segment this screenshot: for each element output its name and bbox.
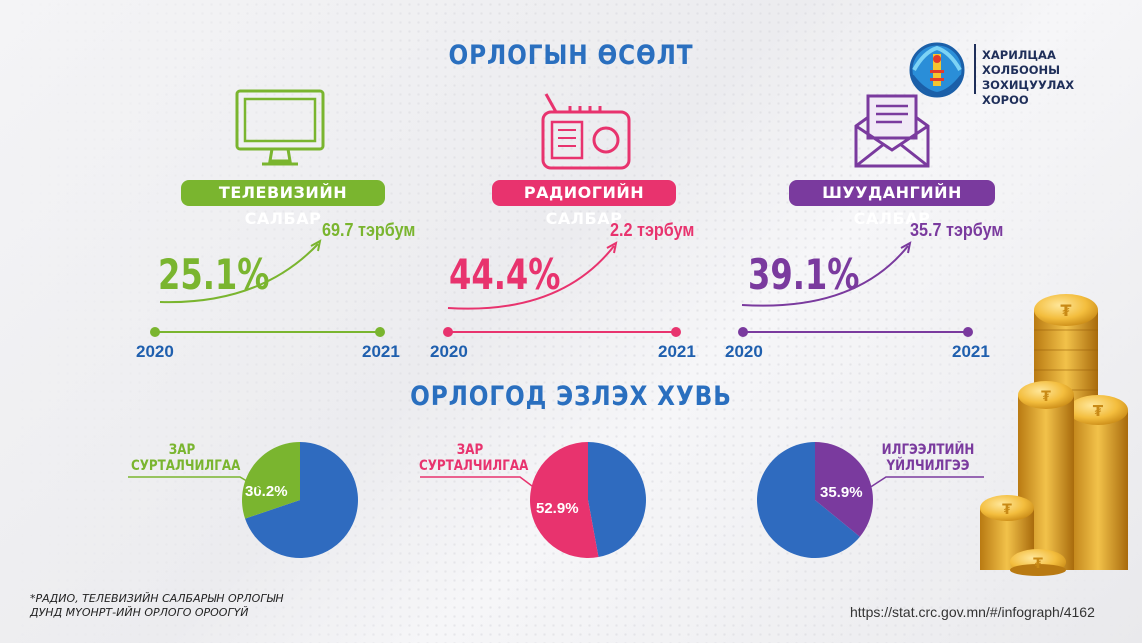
source-url[interactable]: https://stat.crc.gov.mn/#/infograph/4162 — [850, 604, 1095, 620]
radio-amount: 2.2 тэрбум — [610, 220, 695, 240]
radio-icon — [541, 93, 631, 170]
tag-post-sector: ШУУДАНГИЙН САЛБАР — [789, 180, 995, 228]
logo-text-line1: ХАРИЛЦАА ХОЛБООНЫ — [982, 48, 1061, 77]
post-pie-label-line2: ҮЙЛЧИЛГЭЭ — [886, 458, 970, 474]
svg-text:₮: ₮ — [1002, 502, 1012, 518]
radio-growth-percent: 44.4% — [449, 250, 561, 299]
share-title: ОРЛОГОД ЭЗЛЭХ ХУВЬ — [410, 381, 732, 412]
radio-growth-arrow — [447, 245, 615, 310]
post-pie-rest-slice — [757, 442, 860, 558]
footnote-line2: ДУНД МҮОНРТ-ИЙН ОРЛОГО ОРООГҮЙ — [30, 606, 249, 619]
radio-year-start: 2020 — [430, 342, 468, 361]
post-amount: 35.7 тэрбум — [910, 220, 1004, 240]
envelope-letter-icon — [854, 94, 930, 168]
footnote-line1: *РАДИО, ТЕЛЕВИЗИЙН САЛБАРЫН ОРЛОГЫН — [30, 592, 284, 605]
soyombo-emblem-icon — [909, 42, 965, 98]
post-year-end: 2021 — [952, 342, 990, 361]
footnote: *РАДИО, ТЕЛЕВИЗИЙН САЛБАРЫН ОРЛОГЫН ДУНД… — [30, 592, 284, 620]
radio-year-end: 2021 — [658, 342, 696, 361]
tv-year-start: 2020 — [136, 342, 174, 361]
radio-pie-rest-slice — [588, 442, 647, 558]
svg-text:₮: ₮ — [1093, 402, 1104, 420]
tag-radio-sector: РАДИОГИЙН САЛБАР — [492, 180, 676, 228]
tv-year-end: 2021 — [362, 342, 400, 361]
radio-pie-ad-slice — [530, 442, 599, 558]
growth-title: ОРЛОГЫН ӨСӨЛТ — [448, 40, 694, 71]
post-pie-value: 35.9% — [820, 484, 863, 501]
tv-pie-ad-slice — [242, 442, 300, 519]
radio-pie-value: 52.9% — [536, 500, 579, 517]
tv-growth-arrow — [159, 243, 319, 304]
tv-pie-value: 30.2% — [245, 483, 288, 500]
svg-text:₮: ₮ — [1041, 389, 1051, 405]
post-growth-percent: 39.1% — [748, 250, 860, 299]
tv-pie-label-line2: СУРТАЛЧИЛГАА — [131, 458, 241, 474]
logo-divider — [974, 44, 976, 94]
post-growth-arrow — [741, 245, 909, 307]
tv-share-pie — [242, 442, 358, 558]
tv-pie-rest-slice — [245, 442, 358, 558]
post-pie-label: ИЛГЭЭЛТИЙН ҮЙЛЧИЛГЭЭ — [877, 442, 979, 474]
gold-coins-icon: ₮ ₮ ₮ ₮ ₮ — [980, 294, 1128, 576]
radio-pie-label-line1: ЗАР — [456, 442, 484, 458]
post-share-pie — [757, 442, 873, 558]
tv-amount: 69.7 тэрбум — [322, 220, 416, 240]
logo: ХАРИЛЦАА ХОЛБООНЫ ЗОХИЦУУЛАХ ХОРОО — [904, 40, 1134, 107]
tv-pie-label: ЗАР СУРТАЛЧИЛГАА — [131, 442, 241, 474]
post-pie-label-line1: ИЛГЭЭЛТИЙН — [881, 442, 975, 458]
tv-monitor-icon — [235, 89, 325, 166]
post-year-start: 2020 — [725, 342, 763, 361]
radio-pie-label-line2: СУРТАЛЧИЛГАА — [419, 458, 529, 474]
post-pie-mail-slice — [815, 442, 873, 537]
tag-tv-sector: ТЕЛЕВИЗИЙН САЛБАР — [181, 180, 385, 228]
radio-share-pie — [530, 442, 647, 558]
logo-text: ХАРИЛЦАА ХОЛБООНЫ ЗОХИЦУУЛАХ ХОРОО — [982, 48, 1134, 108]
svg-text:₮: ₮ — [1033, 556, 1043, 572]
tv-growth-percent: 25.1% — [158, 250, 270, 299]
logo-text-line3: ХОРОО — [982, 93, 1029, 107]
tv-pie-label-line1: ЗАР — [168, 442, 196, 458]
radio-pie-label: ЗАР СУРТАЛЧИЛГАА — [419, 442, 529, 474]
logo-text-line2: ЗОХИЦУУЛАХ — [982, 78, 1075, 92]
svg-text:₮: ₮ — [1060, 301, 1071, 320]
